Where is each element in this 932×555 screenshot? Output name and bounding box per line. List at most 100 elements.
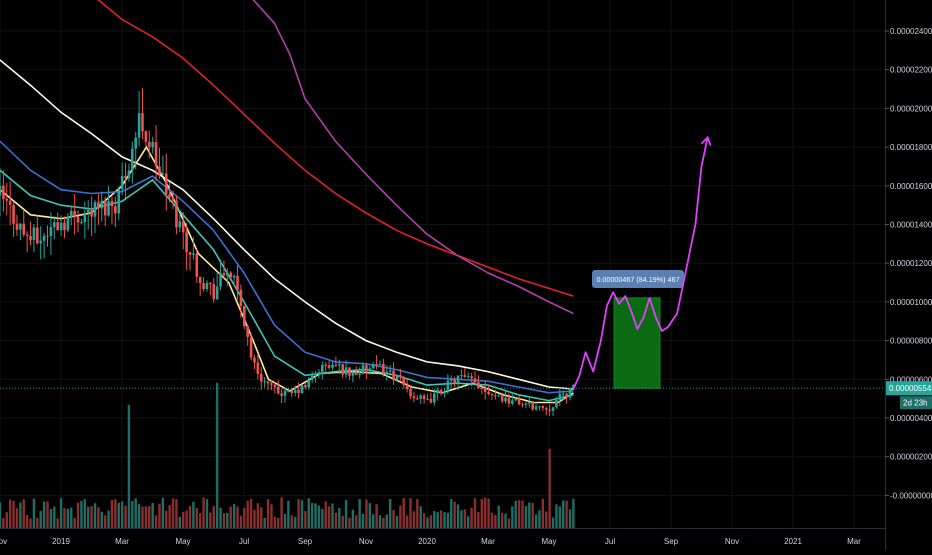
candle-body xyxy=(368,368,372,372)
candle-body xyxy=(314,373,317,376)
volume-bar xyxy=(497,505,500,528)
volume-bar xyxy=(490,512,494,528)
time-tick-label: Sep xyxy=(298,537,313,546)
candle-body xyxy=(171,197,175,201)
candle-body xyxy=(164,173,168,195)
volume-bar xyxy=(246,500,249,528)
price-tick-label: 0.00001200 xyxy=(890,259,932,268)
candle-body xyxy=(93,202,97,217)
current-price-tag[interactable] xyxy=(886,381,932,396)
candle-body xyxy=(511,400,514,404)
time-tick-label: Mar xyxy=(847,537,861,546)
volume-bar xyxy=(372,514,375,528)
volume-bar xyxy=(334,512,338,528)
volume-bar xyxy=(307,498,310,528)
volume-bar xyxy=(273,516,277,528)
candle-body xyxy=(572,384,575,389)
volume-bar xyxy=(137,504,141,528)
price-axis[interactable]: 0.00002400 0.00002200 0.00002000 0.00001800… xyxy=(885,27,932,500)
volume-bar xyxy=(338,507,341,528)
volume-bar xyxy=(351,509,355,528)
candle-body xyxy=(416,398,419,400)
candle-body xyxy=(521,404,524,406)
candle-body xyxy=(195,253,199,277)
candle-body xyxy=(341,364,344,375)
volume-bar xyxy=(205,499,209,528)
candle-body xyxy=(0,185,2,196)
candle-body xyxy=(453,378,456,384)
volume-bar xyxy=(439,510,443,528)
candle-body xyxy=(337,364,341,366)
volume-bar xyxy=(429,515,433,528)
candle-body xyxy=(405,385,409,390)
candle-body xyxy=(209,283,212,285)
volume-bar xyxy=(314,503,317,528)
candle-body xyxy=(202,283,205,290)
volume-bar xyxy=(422,513,426,528)
volume-bar xyxy=(551,517,555,528)
volume-bar xyxy=(467,516,470,528)
volume-bar xyxy=(473,498,477,528)
time-tick-label: 2021 xyxy=(784,537,802,546)
volume-bar xyxy=(151,502,154,528)
candle-body xyxy=(147,141,151,148)
current-price-label: 0.00000554 xyxy=(889,384,932,393)
volume-bar xyxy=(171,498,175,528)
volume-bar xyxy=(117,502,120,528)
candle-body xyxy=(327,365,331,368)
volume-bar xyxy=(361,514,365,528)
candle-body xyxy=(76,216,80,223)
volume-bar xyxy=(209,512,212,528)
candle-body xyxy=(83,212,87,223)
volume-bar xyxy=(443,512,446,528)
candle-body xyxy=(246,326,249,337)
candle-body xyxy=(73,210,76,217)
volume-bar xyxy=(365,499,368,528)
volume-bar xyxy=(202,497,205,528)
volume-bar xyxy=(409,498,412,528)
measure-box[interactable] xyxy=(613,297,661,389)
volume-bar xyxy=(93,503,97,528)
time-tick-label: Jul xyxy=(605,537,615,546)
candle-body xyxy=(90,209,93,217)
candle-body xyxy=(46,235,49,237)
measure-label-bg xyxy=(592,270,684,288)
volume-bar xyxy=(317,505,321,528)
volume-bar xyxy=(249,498,253,528)
volume-bar xyxy=(266,499,270,528)
volume-bar xyxy=(83,499,87,528)
candle-body xyxy=(222,272,226,276)
price-tick-label: 0.00001000 xyxy=(890,298,932,307)
volume-bar xyxy=(511,506,514,528)
volume-bar xyxy=(215,382,219,528)
candle-body xyxy=(494,395,497,397)
candle-body xyxy=(69,210,73,217)
volume-bar xyxy=(368,503,372,528)
volume-bar xyxy=(433,510,436,528)
volume-bar xyxy=(375,504,378,528)
volume-bar xyxy=(175,499,178,528)
volume-bar xyxy=(131,501,134,528)
candle-body xyxy=(107,200,110,216)
volume-bar xyxy=(572,498,575,528)
volume-bar xyxy=(304,510,307,528)
candle-body xyxy=(310,375,314,381)
candle-body xyxy=(249,336,253,358)
volume-bar xyxy=(70,507,73,528)
candle-body xyxy=(439,389,443,394)
volume-bar xyxy=(460,510,463,528)
volume-bar xyxy=(327,506,331,528)
candle-body xyxy=(297,389,300,394)
candle-body xyxy=(436,389,439,394)
candle-body xyxy=(86,209,90,213)
candle-body xyxy=(39,240,43,244)
time-axis[interactable]: Nov 2019 Mar May Jul Sep Nov 2020 Mar May Jul Sep No… xyxy=(0,537,861,546)
candle-body xyxy=(385,371,389,374)
candle-body xyxy=(524,403,528,405)
candle-body xyxy=(483,388,487,392)
volume-bar xyxy=(19,502,22,528)
price-tick-label: -0.00000000 xyxy=(890,491,932,500)
volume-bar xyxy=(297,499,300,528)
